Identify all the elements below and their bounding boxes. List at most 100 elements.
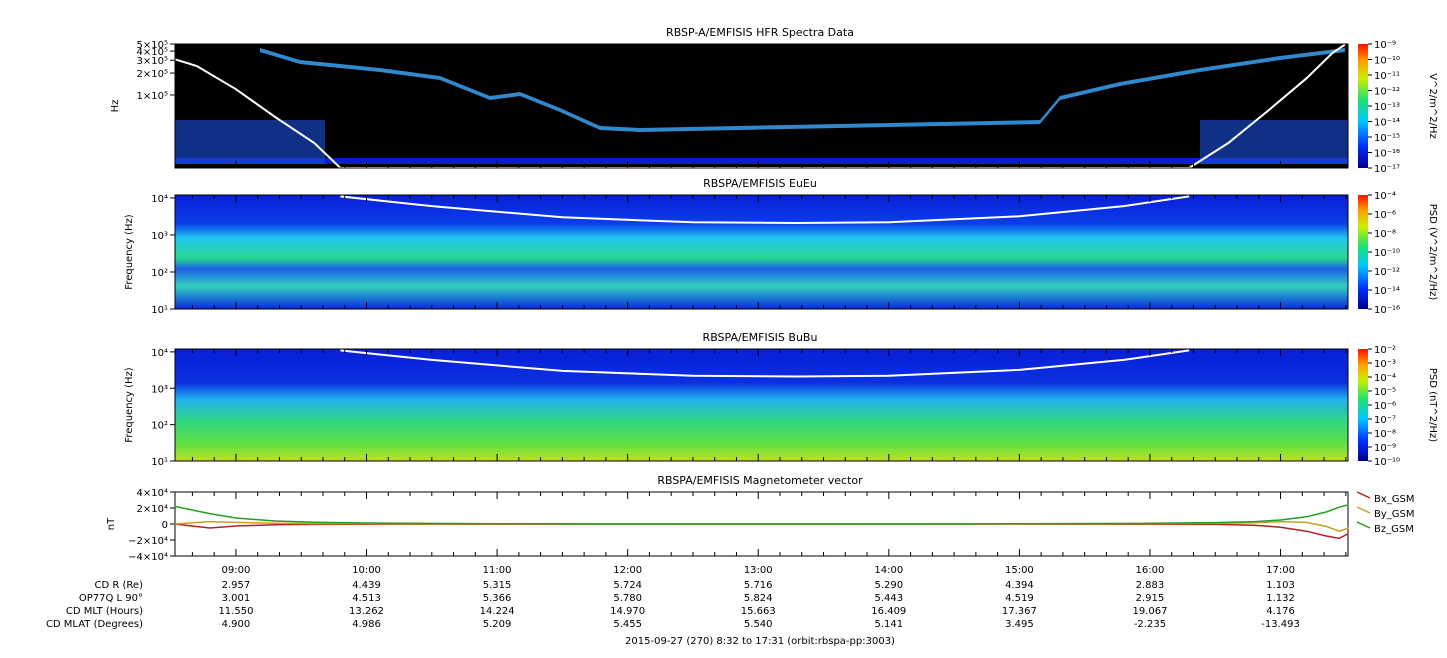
bubu-y-tick-label: 10¹	[151, 457, 168, 468]
bubu-colorbar-tick-label: 10⁻⁶	[1374, 401, 1396, 412]
time-tick-label: 11:00	[483, 565, 512, 576]
eueu-frame	[174, 194, 1349, 310]
eueu-colorbar-tick-label: 10⁻¹⁴	[1374, 286, 1400, 297]
hfr-right-noise	[1200, 120, 1348, 164]
eueu-colorbar-tick-label: 10⁻⁸	[1374, 229, 1396, 240]
hfr-y-tick-label: 3×10⁵	[137, 56, 168, 67]
mag-legend: Bx_GSM By_GSM Bz_GSM	[1356, 491, 1415, 535]
mag-legend-label: Bx_GSM	[1374, 494, 1415, 505]
ephemeris-label: CD R (Re)	[95, 580, 144, 591]
bubu-colorbar-tick-label: 10⁻⁸	[1374, 429, 1396, 440]
mag-legend-swatch	[1356, 491, 1371, 499]
ephemeris-value: 14.970	[610, 606, 645, 617]
hfr-y-label: Hz	[110, 100, 121, 113]
bubu-y-tick-label: 10²	[151, 421, 168, 432]
mag-y-tick-label: 2×10⁴	[137, 504, 168, 515]
hfr-colorbar-tick-label: 10⁻¹⁷	[1374, 164, 1400, 175]
time-tick-label: 16:00	[1136, 565, 1165, 576]
ephemeris-value: -13.493	[1261, 619, 1300, 630]
hfr-frame	[174, 43, 1349, 169]
ephemeris-value: 2.957	[222, 580, 251, 591]
eueu-colorbar-label: PSD (V^2/m^2/Hz)	[1427, 204, 1438, 301]
ephemeris-value: 5.540	[744, 619, 773, 630]
mag-y-tick-label: −2×10⁴	[128, 536, 168, 547]
time-axis-labels: 09:00 10:00 11:00 12:00 13:00 14:00 15:00 16:00…	[222, 565, 1295, 576]
ephemeris-value: 5.455	[613, 619, 642, 630]
mag-y-label: nT	[106, 517, 117, 530]
time-axis-ticks	[191, 44, 1347, 556]
ephemeris-value: 4.439	[352, 580, 381, 591]
bubu-colorbar-label: PSD (nT^2/Hz)	[1427, 368, 1438, 442]
ephemeris-value: 4.394	[1005, 580, 1034, 591]
ephemeris-value: 11.550	[218, 606, 253, 617]
bubu-y-axis: 10⁴ 10³ 10² 10¹	[151, 348, 175, 468]
hfr-colorbar-tick-label: 10⁻⁹	[1374, 40, 1396, 51]
bubu-colorbar	[1358, 349, 1368, 461]
ephemeris-value: 4.986	[352, 619, 381, 630]
ephemeris-value: 5.443	[874, 593, 903, 604]
mag-series-Bz_GSM	[174, 504, 1349, 525]
eueu-colorbar-ticks: 10⁻⁴ 10⁻⁶ 10⁻⁸ 10⁻¹⁰ 10⁻¹² 10⁻¹⁴ 10⁻¹⁶	[1368, 191, 1400, 316]
eueu-y-label: Frequency (Hz)	[124, 214, 135, 290]
ephemeris-value: 4.513	[352, 593, 381, 604]
time-tick-label: 14:00	[874, 565, 903, 576]
time-tick-label: 13:00	[744, 565, 773, 576]
hfr-y-tick-label: 1×10⁵	[137, 91, 168, 102]
ephemeris-value: 17.367	[1002, 606, 1037, 617]
ephemeris-value: 5.716	[744, 580, 773, 591]
hfr-colorbar	[1358, 44, 1368, 168]
ephemeris-value: 13.262	[349, 606, 384, 617]
bubu-colorbar-tick-label: 10⁻¹⁰	[1374, 457, 1400, 468]
hfr-colorbar-tick-label: 10⁻¹⁶	[1374, 149, 1400, 160]
ephemeris-label: OP77Q L 90°	[79, 593, 143, 604]
ephemeris-value: 1.103	[1266, 580, 1295, 591]
eueu-y-axis: 10⁴ 10³ 10² 10¹	[151, 194, 175, 316]
bubu-panel: RBSPA/EMFISIS BuBu 10⁴ 10³ 10² 10¹ Frequenc…	[124, 331, 1438, 468]
mag-title: RBSPA/EMFISIS Magnetometer vector	[657, 474, 863, 487]
ephemeris-label: CD MLT (Hours)	[66, 606, 143, 617]
mag-y-tick-label: 4×10⁴	[137, 488, 168, 499]
hfr-colorbar-tick-label: 10⁻¹⁰	[1374, 56, 1400, 67]
ephemeris-label: CD MLAT (Degrees)	[46, 619, 143, 630]
ephemeris-value: 19.067	[1132, 606, 1167, 617]
hfr-y-tick-label: 4×10⁵	[137, 47, 168, 58]
bubu-y-tick-label: 10³	[151, 384, 168, 395]
eueu-panel: RBSPA/EMFISIS EuEu 10⁴ 10³ 10² 10¹ Frequenc…	[124, 177, 1438, 316]
hfr-spectrogram	[175, 44, 1348, 168]
bubu-spectrogram	[175, 349, 1348, 461]
eueu-y-tick-label: 10⁴	[151, 194, 168, 205]
bubu-title: RBSPA/EMFISIS BuBu	[703, 331, 818, 344]
eueu-colorbar-tick-label: 10⁻¹²	[1374, 267, 1400, 278]
mag-legend-label: Bz_GSM	[1374, 524, 1414, 535]
mag-legend-swatch	[1356, 506, 1371, 514]
time-tick-label: 10:00	[352, 565, 381, 576]
hfr-colorbar-label: V^2/m^2/Hz	[1427, 73, 1438, 139]
ephemeris-value: 5.724	[613, 580, 642, 591]
ephemeris-value: 5.366	[483, 593, 512, 604]
bubu-colorbar-tick-label: 10⁻³	[1374, 359, 1396, 370]
bubu-overlay-curve	[340, 349, 1190, 378]
eueu-colorbar	[1358, 195, 1368, 309]
eueu-spectrogram	[175, 195, 1348, 309]
bubu-colorbar-tick-label: 10⁻⁴	[1374, 373, 1396, 384]
hfr-low-band	[175, 158, 1348, 164]
ephemeris-value: 5.780	[613, 593, 642, 604]
bubu-y-tick-label: 10⁴	[151, 348, 168, 359]
hfr-y-tick-label: 5×10⁵	[137, 40, 168, 51]
eueu-colorbar-tick-label: 10⁻¹⁰	[1374, 248, 1400, 259]
time-tick-label: 09:00	[222, 565, 251, 576]
bubu-colorbar-tick-label: 10⁻²	[1374, 345, 1396, 356]
mag-legend-label: By_GSM	[1374, 509, 1415, 520]
mag-y-axis: 4×10⁴ 2×10⁴ 0 −2×10⁴ −4×10⁴	[128, 488, 175, 563]
hfr-y-tick-label: 2×10⁵	[137, 69, 168, 80]
ephemeris-value: 14.224	[480, 606, 515, 617]
ephemeris-value: 5.315	[483, 580, 512, 591]
bubu-colorbar-tick-label: 10⁻⁷	[1374, 415, 1396, 426]
ephemeris-value: 3.495	[1005, 619, 1034, 630]
hfr-colorbar-tick-label: 10⁻¹²	[1374, 87, 1400, 98]
ephemeris-value: 2.883	[1136, 580, 1165, 591]
time-tick-label: 12:00	[613, 565, 642, 576]
ephemeris-value: 4.519	[1005, 593, 1034, 604]
